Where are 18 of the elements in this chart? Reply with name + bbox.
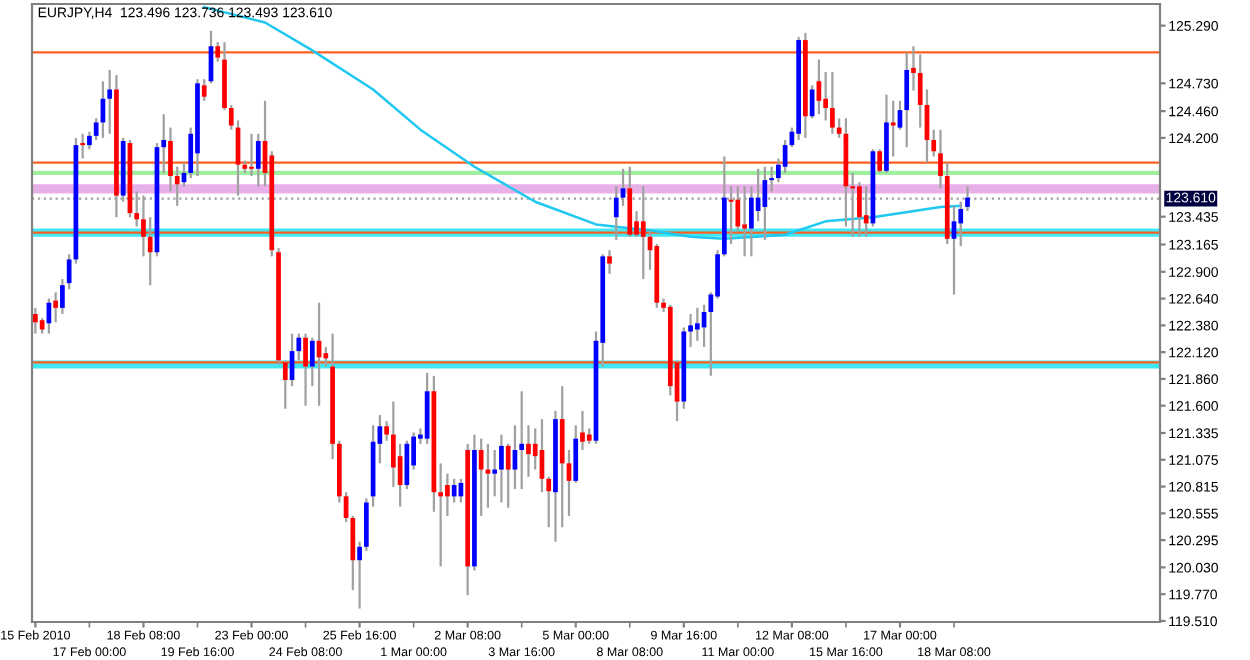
- candlestick: [249, 132, 254, 178]
- candlestick: [519, 390, 525, 491]
- candlestick: [559, 385, 565, 529]
- candlestick: [499, 433, 504, 504]
- candlestick: [303, 332, 308, 407]
- candlestick: [107, 68, 113, 135]
- candlestick: [255, 132, 261, 188]
- candlestick: [694, 306, 700, 342]
- candlestick: [890, 99, 896, 158]
- candlestick: [830, 70, 835, 135]
- candlestick: [201, 78, 207, 102]
- candlestick: [607, 249, 612, 275]
- candlestick: [33, 306, 38, 335]
- candlestick: [451, 477, 457, 504]
- candlestick: [424, 371, 430, 445]
- candlestick: [904, 51, 910, 149]
- candlestick: [478, 437, 484, 518]
- candlestick: [877, 148, 883, 175]
